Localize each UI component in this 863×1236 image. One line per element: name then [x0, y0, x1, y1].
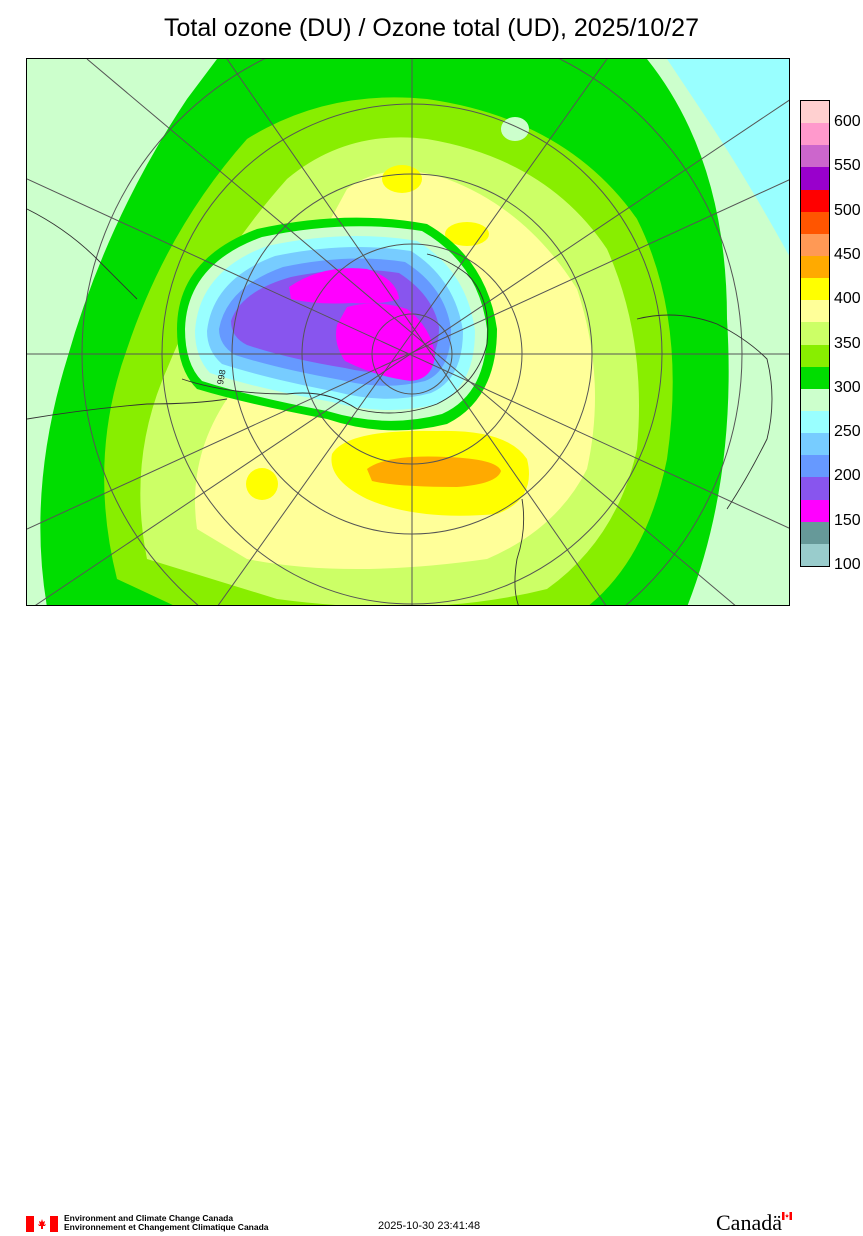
footer: Environment and Climate Change Canada En… — [0, 606, 863, 1235]
meridian-5 — [226, 59, 607, 605]
legend-label: 400 — [834, 290, 861, 308]
legend-swatch — [801, 211, 829, 235]
coastline-northwest — [27, 208, 138, 300]
legend-swatch — [801, 521, 829, 545]
canada-wordmark: Canadä — [716, 1210, 782, 1235]
contour-425-north — [382, 165, 422, 193]
coastline-peninsula — [514, 498, 525, 605]
legend-label: 500 — [834, 201, 861, 219]
legend-swatch — [801, 256, 829, 279]
legend-swatch — [801, 499, 829, 523]
meridian-8 — [27, 179, 789, 530]
legend-swatch — [801, 411, 829, 434]
legend-swatch — [801, 344, 829, 368]
legend-swatch — [801, 322, 829, 346]
legend-label: 250 — [834, 423, 861, 441]
agency-name-fr: Environnement et Changement Climatique C… — [64, 1222, 269, 1232]
legend-swatch — [801, 300, 829, 323]
canada-flag-icon — [26, 1216, 58, 1232]
meridian-6 — [217, 59, 608, 605]
legend-swatch — [801, 167, 829, 191]
legend-swatch — [801, 366, 829, 390]
legend-label: 200 — [834, 467, 861, 485]
map-title: Total ozone (DU) / Ozone total (UD), 202… — [164, 14, 699, 42]
legend-swatch — [801, 455, 829, 478]
legend-label: 350 — [834, 334, 861, 352]
coastline-antarctica — [181, 253, 489, 414]
legend-label: 300 — [834, 378, 861, 396]
legend-swatch — [801, 477, 829, 501]
legend-label: 150 — [834, 511, 861, 529]
legend-swatch — [801, 233, 829, 257]
legend-swatch — [801, 189, 829, 213]
legend-swatch — [801, 145, 829, 168]
hole-150-west — [289, 268, 399, 304]
contour-425-sw — [246, 468, 278, 500]
coastlines — [27, 208, 773, 605]
legend-swatch — [801, 101, 829, 124]
legend-swatch — [801, 123, 829, 146]
legend-label: 600 — [834, 113, 861, 131]
graticule-meridians — [27, 59, 789, 605]
legend-swatch — [801, 543, 829, 567]
legend-label: 100 — [834, 556, 861, 573]
timestamp: 2025-10-30 23:41:48 — [378, 1220, 481, 1232]
legend-swatch — [801, 433, 829, 456]
legend-swatch — [801, 278, 829, 301]
legend-label: 550 — [834, 157, 861, 175]
ocean-cyan-region — [667, 59, 789, 256]
legend-swatch — [801, 388, 829, 412]
map-label: 998 — [215, 369, 227, 386]
contour-450 — [367, 456, 501, 487]
coastline-east — [636, 314, 773, 510]
legend-label: 450 — [834, 246, 861, 263]
ozone-map: 998 — [26, 58, 790, 606]
ozone-map-svg: 998 — [27, 59, 789, 605]
agency-name-en: Environment and Climate Change Canada — [64, 1213, 234, 1223]
wordmark-flag-icon — [782, 1212, 792, 1220]
contour-300-island — [501, 117, 529, 141]
color-legend — [800, 100, 830, 567]
coastline-west — [27, 398, 228, 420]
